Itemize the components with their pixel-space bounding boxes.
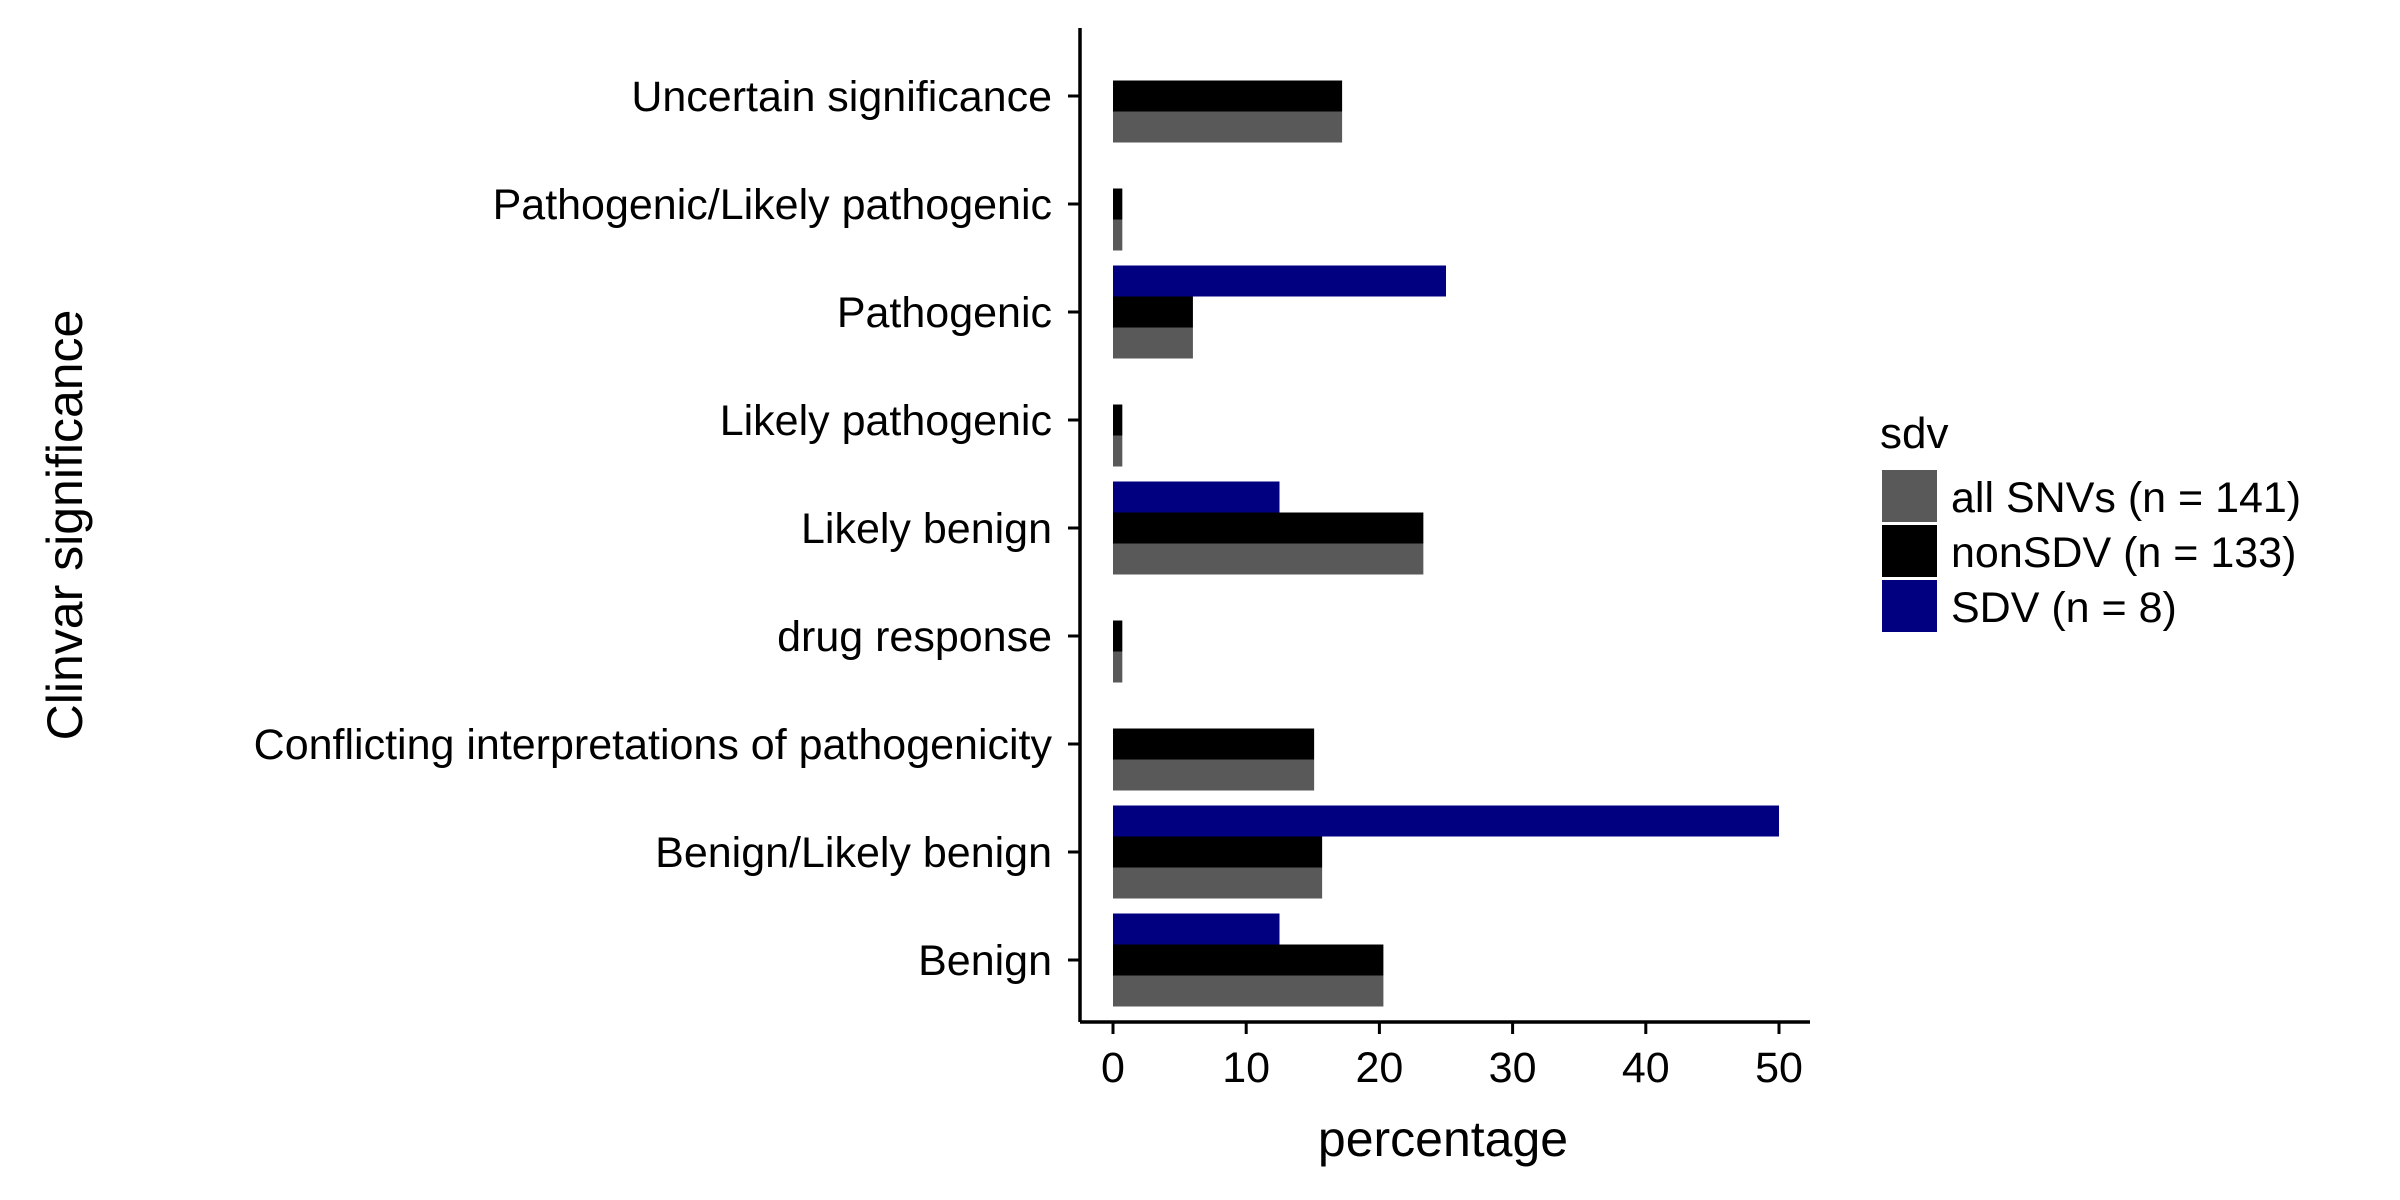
y-axis-title: Clinvar significance [37, 310, 93, 741]
bar [1113, 620, 1123, 652]
bar [1113, 404, 1123, 436]
y-tick-label: Pathogenic/Likely pathogenic [493, 181, 1052, 229]
bar [1113, 543, 1424, 575]
bar [1113, 327, 1193, 359]
bar [1113, 913, 1280, 945]
x-tick-label: 20 [1355, 1044, 1403, 1092]
legend-swatch [1882, 525, 1937, 577]
bar [1113, 759, 1315, 791]
y-tick-label: Benign [918, 937, 1052, 985]
bar [1113, 296, 1193, 328]
bar [1113, 265, 1446, 297]
bars-layer [1113, 80, 1779, 1007]
legend-label: all SNVs (n = 141) [1951, 474, 2301, 522]
bar [1113, 219, 1123, 251]
legend-label: SDV (n = 8) [1951, 584, 2177, 632]
bar [1113, 805, 1779, 837]
legend: sdv all SNVs (n = 141) nonSDV (n = 133) SD… [1880, 409, 2301, 632]
x-axis: 0 10 20 30 40 50 [1080, 1020, 1810, 1092]
x-tick-label: 40 [1622, 1044, 1670, 1092]
bar [1113, 111, 1343, 143]
bar [1113, 975, 1384, 1007]
y-tick-label: Benign/Likely benign [655, 829, 1052, 877]
bar [1113, 512, 1424, 544]
x-tick-label: 50 [1755, 1044, 1803, 1092]
bar [1113, 435, 1123, 467]
y-tick-label: Likely benign [801, 505, 1052, 553]
legend-title: sdv [1880, 409, 1948, 458]
y-tick-label: Pathogenic [837, 289, 1052, 337]
bar [1113, 728, 1315, 760]
y-axis: Uncertain significance Pathogenic/Likely … [254, 28, 1082, 1022]
legend-swatch [1882, 580, 1937, 632]
x-tick-label: 10 [1222, 1044, 1270, 1092]
y-tick-label: Likely pathogenic [720, 397, 1052, 445]
bar [1113, 188, 1123, 220]
bar [1113, 836, 1323, 868]
x-tick-label: 30 [1489, 1044, 1537, 1092]
legend-swatch [1882, 470, 1937, 522]
y-tick-label: Uncertain significance [631, 73, 1052, 121]
bar [1113, 944, 1384, 976]
y-tick-label: Conflicting interpretations of pathogeni… [254, 721, 1053, 769]
x-tick-label: 0 [1101, 1044, 1125, 1092]
bar [1113, 80, 1343, 112]
legend-label: nonSDV (n = 133) [1951, 529, 2296, 577]
bar [1113, 481, 1280, 513]
bar [1113, 651, 1123, 683]
x-axis-title: percentage [1318, 1111, 1568, 1167]
bar [1113, 867, 1323, 899]
y-tick-label: drug response [777, 613, 1052, 661]
